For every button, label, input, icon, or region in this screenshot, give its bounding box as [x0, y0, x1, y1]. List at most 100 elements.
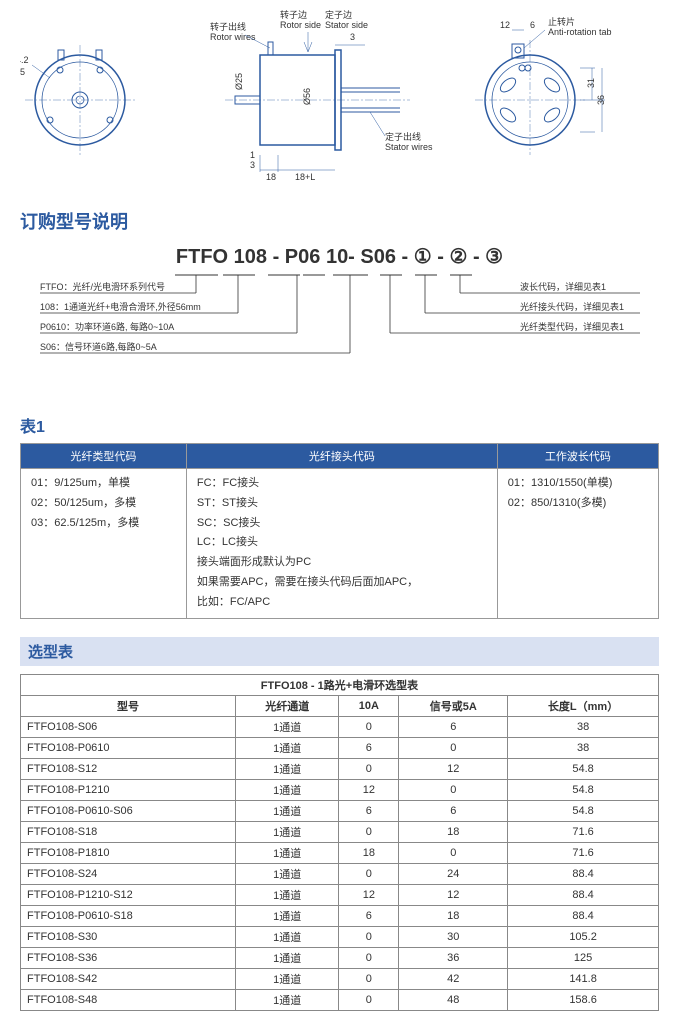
selection-row: FTFO108-S121通道01254.8: [21, 758, 659, 779]
codes-col2-line: 比如：FC/APC: [197, 593, 487, 613]
selection-cell: FTFO108-P0610-S06: [21, 800, 236, 821]
selection-cell: 6: [399, 716, 508, 737]
codes-col1-line: 02：50/125um，多模: [31, 494, 176, 514]
anti-rotation-en: Anti-rotation tab: [548, 27, 612, 37]
selection-cell: FTFO108-S30: [21, 926, 236, 947]
order-rnote-0: 波长代码，详细见表1: [520, 281, 606, 292]
selection-cell: 18: [399, 905, 508, 926]
dim-31: 31: [586, 78, 596, 88]
dim-18l: 18+L: [295, 172, 315, 182]
selection-cell: 0: [339, 989, 399, 1010]
codes-col3-line: 01：1310/1550(单模): [508, 474, 648, 494]
selection-cell: 18: [399, 821, 508, 842]
order-note-0: FTFO：光纤/光电滑环系列代号: [40, 281, 165, 292]
selection-cell: 0: [339, 821, 399, 842]
selection-cell: 0: [339, 863, 399, 884]
anti-rotation-cn: 止转片: [548, 16, 575, 27]
selection-header: 光纤通道: [236, 695, 339, 716]
rotor-side-en: Rotor side: [280, 20, 321, 30]
codes-col1: 01：9/125um，单模02：50/125um，多模03：62.5/125m，…: [21, 469, 187, 619]
selection-cell: 1通道: [236, 716, 339, 737]
selection-title: 选型表: [20, 637, 659, 666]
selection-header: 信号或5A: [399, 695, 508, 716]
selection-cell: 88.4: [508, 884, 659, 905]
selection-cell: 12: [399, 758, 508, 779]
selection-row: FTFO108-P18101通道18071.6: [21, 842, 659, 863]
selection-cell: 1通道: [236, 863, 339, 884]
codes-col3: 01：1310/1550(单模)02：850/1310(多模): [497, 469, 658, 619]
order-note-2: P0610：功率环道6路, 每路0~10A: [40, 321, 174, 332]
dim-3: 3: [350, 32, 355, 42]
selection-cell: 0: [399, 779, 508, 800]
selection-cell: 38: [508, 737, 659, 758]
dim-d25: Ø25: [234, 73, 244, 90]
stator-side-en: Stator side: [325, 20, 368, 30]
selection-cell: 12: [399, 884, 508, 905]
selection-row: FTFO108-S181通道01871.6: [21, 821, 659, 842]
selection-cell: 71.6: [508, 821, 659, 842]
dim-d45: Ø45: [20, 67, 25, 77]
selection-cell: FTFO108-S12: [21, 758, 236, 779]
dim-d56: Ø56: [302, 88, 312, 105]
dim-6: 6: [530, 20, 535, 30]
selection-cell: FTFO108-S42: [21, 968, 236, 989]
selection-cell: 0: [339, 968, 399, 989]
selection-cell: 105.2: [508, 926, 659, 947]
selection-cell: 0: [339, 926, 399, 947]
selection-row: FTFO108-S061通道0638: [21, 716, 659, 737]
selection-cell: 1通道: [236, 989, 339, 1010]
selection-row: FTFO108-P06101通道6038: [21, 737, 659, 758]
order-rnote-1: 光纤接头代码，详细见表1: [520, 301, 624, 312]
codes-col1-line: 01：9/125um，单模: [31, 474, 176, 494]
selection-header: 型号: [21, 695, 236, 716]
selection-cell: 42: [399, 968, 508, 989]
selection-cell: FTFO108-P1810: [21, 842, 236, 863]
selection-cell: FTFO108-P1210: [21, 779, 236, 800]
selection-cell: 0: [339, 947, 399, 968]
selection-row: FTFO108-P0610-S061通道6654.8: [21, 800, 659, 821]
selection-cell: 1通道: [236, 884, 339, 905]
selection-row: FTFO108-S481通道048158.6: [21, 989, 659, 1010]
selection-table-title: FTFO108 - 1路光+电滑环选型表: [21, 674, 659, 695]
selection-cell: 54.8: [508, 779, 659, 800]
codes-col2: FC：FC接头ST：ST接头SC：SC接头LC：LC接头接头端面形成默认为PC如…: [186, 469, 497, 619]
stator-wires-en: Stator wires: [385, 142, 433, 152]
selection-cell: 30: [399, 926, 508, 947]
selection-cell: 38: [508, 716, 659, 737]
table1-title: 表1: [20, 413, 659, 437]
selection-header: 10A: [339, 695, 399, 716]
selection-cell: 1通道: [236, 737, 339, 758]
dim-18: 18: [266, 172, 276, 182]
selection-cell: 6: [339, 905, 399, 926]
order-note-1: 108：1通道光纤+电滑合滑环,外径56mm: [40, 301, 201, 312]
codes-col2-line: SC：SC接头: [197, 514, 487, 534]
selection-cell: 158.6: [508, 989, 659, 1010]
selection-cell: 0: [399, 842, 508, 863]
selection-cell: 0: [339, 716, 399, 737]
selection-cell: FTFO108-S06: [21, 716, 236, 737]
codes-h1: 光纤接头代码: [186, 444, 497, 469]
selection-row: FTFO108-P0610-S181通道61888.4: [21, 905, 659, 926]
selection-cell: 24: [399, 863, 508, 884]
codes-col2-line: 如果需要APC，需要在接头代码后面加APC，: [197, 573, 487, 593]
selection-cell: FTFO108-S36: [21, 947, 236, 968]
selection-cell: 6: [339, 800, 399, 821]
codes-table: 光纤类型代码 光纤接头代码 工作波长代码 01：9/125um，单模02：50/…: [20, 443, 659, 619]
selection-cell: 0: [399, 737, 508, 758]
selection-cell: 6: [399, 800, 508, 821]
rotor-side-cn: 转子边: [280, 9, 307, 20]
selection-cell: 48: [399, 989, 508, 1010]
codes-h0: 光纤类型代码: [21, 444, 187, 469]
selection-cell: FTFO108-S48: [21, 989, 236, 1010]
selection-cell: 18: [339, 842, 399, 863]
codes-col1-line: 03：62.5/125m，多模: [31, 514, 176, 534]
codes-col3-line: 02：850/1310(多模): [508, 494, 648, 514]
selection-cell: 6: [339, 737, 399, 758]
selection-cell: 1通道: [236, 947, 339, 968]
selection-cell: FTFO108-P0610-S18: [21, 905, 236, 926]
selection-table: FTFO108 - 1路光+电滑环选型表 型号光纤通道10A信号或5A长度L（m…: [20, 674, 659, 1011]
selection-row: FTFO108-S421通道042141.8: [21, 968, 659, 989]
selection-cell: 88.4: [508, 905, 659, 926]
selection-cell: 141.8: [508, 968, 659, 989]
selection-cell: FTFO108-S24: [21, 863, 236, 884]
